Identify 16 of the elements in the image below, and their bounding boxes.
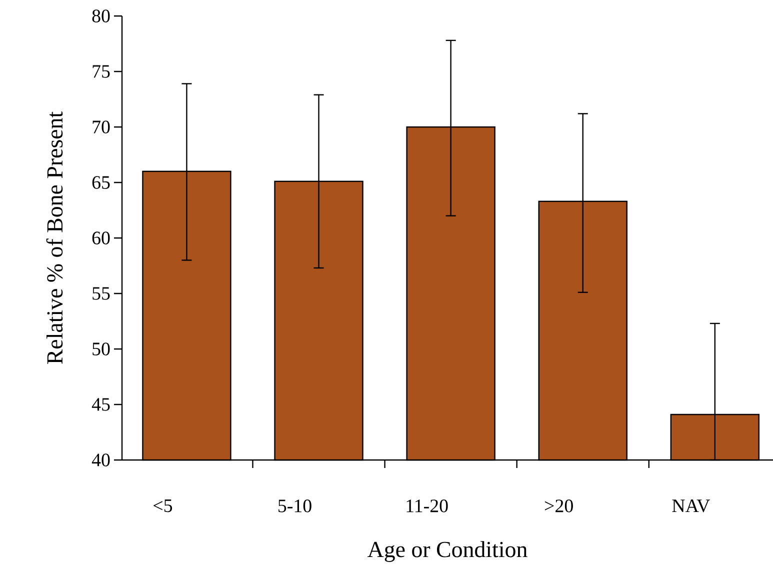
y-tick-label: 60	[92, 232, 110, 244]
x-tick-label: <5	[154, 500, 172, 512]
y-axis-title: Relative % of Bone Present	[46, 111, 63, 364]
y-tick-label: 40	[92, 454, 110, 466]
y-tick-label: 80	[92, 10, 110, 22]
x-axis-title: Age or Condition	[368, 541, 528, 562]
y-tick-label: 65	[92, 176, 110, 189]
y-tick-label: 45	[92, 398, 110, 411]
x-tick-label: NAV	[672, 500, 710, 512]
y-tick-label: 50	[92, 342, 110, 356]
y-tick-label: 55	[92, 287, 110, 300]
y-tick-label: 70	[92, 120, 110, 134]
x-tick-label: >20	[545, 500, 573, 512]
x-tick-label: 11-20	[406, 500, 448, 512]
x-tick-label: 5-10	[278, 500, 312, 512]
y-tick-label: 75	[92, 65, 110, 78]
